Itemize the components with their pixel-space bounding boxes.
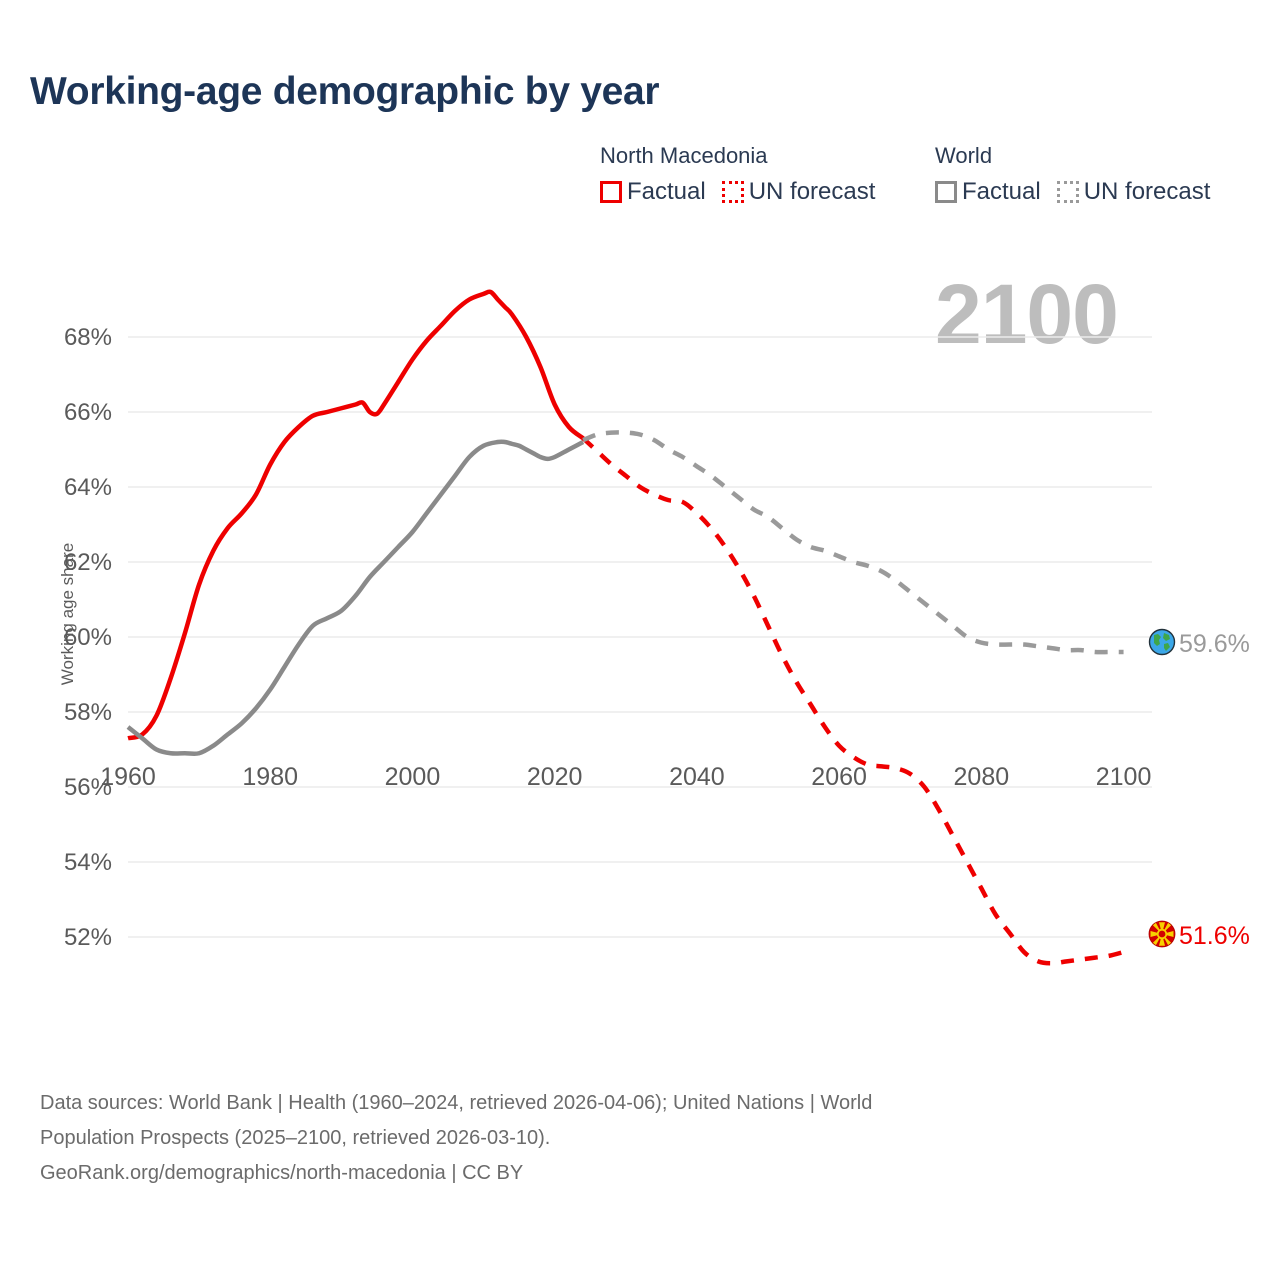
legend-swatch-solid-red-icon — [600, 181, 622, 203]
y-axis-tick-label: 56% — [64, 774, 112, 801]
y-axis-tick-labels: 52% 54% 56% 58% 60% 62% 64% 66% 68% — [64, 324, 112, 951]
page-title: Working-age demographic by year — [30, 70, 660, 113]
series-line — [127, 289, 585, 741]
legend-entry-world-factual[interactable]: Factual — [935, 178, 1041, 206]
plot-area: 52% 54% 56% 58% 60% 62% 64% 66% 68% 1960 1980 2000… — [0, 250, 1280, 1010]
footer-line-3: GeoRank.org/demographics/north-macedonia… — [40, 1162, 524, 1184]
y-axis-tick-label: 54% — [64, 849, 112, 876]
series-line — [126, 439, 585, 757]
y-axis-tick-label: 64% — [64, 474, 112, 501]
x-axis-tick-label: 2040 — [669, 763, 725, 791]
legend-entry-label: UN forecast — [1083, 178, 1211, 205]
footer-sources: Data sources: World Bank | Health (1960–… — [40, 1086, 1240, 1191]
x-axis-tick-label: 2020 — [527, 763, 583, 791]
chart-svg: 52% 54% 56% 58% 60% 62% 64% 66% 68% 1960 1980 2000… — [64, 289, 1152, 966]
y-axis-tick-label: 66% — [64, 399, 112, 426]
legend-group-title: North Macedonia — [600, 143, 768, 168]
x-axis-tick-label: 2100 — [1096, 763, 1152, 791]
x-axis-tick-label: 2060 — [811, 763, 867, 791]
legend-group-world: World Factual UN forecast — [935, 142, 1210, 206]
y-axis-tick-label: 58% — [64, 699, 112, 726]
gridlines — [128, 336, 1152, 938]
footer-line-2: Population Prospects (2025–2100, retriev… — [40, 1127, 551, 1149]
legend-entry-label: Factual — [627, 178, 706, 205]
legend-entry-label: Factual — [962, 178, 1041, 205]
year-watermark: 2100 — [935, 267, 1119, 361]
end-label-north-macedonia: 51.6% — [1148, 920, 1250, 953]
chart-legend: North Macedonia Factual UN forecast Worl… — [600, 142, 1260, 222]
y-axis-tick-label: 68% — [64, 324, 112, 351]
legend-swatch-dotted-red-icon — [721, 181, 744, 203]
end-label-value: 59.6% — [1179, 630, 1250, 658]
y-axis-title: Working age share — [58, 542, 77, 686]
legend-entry-nm-forecast[interactable]: UN forecast — [721, 178, 876, 206]
legend-swatch-solid-gray-icon — [935, 181, 957, 203]
globe-icon — [1148, 628, 1176, 661]
legend-group-title: World — [935, 143, 993, 168]
legend-entry-label: UN forecast — [748, 178, 876, 205]
x-axis-tick-label: 2000 — [385, 763, 441, 791]
legend-swatch-dotted-gray-icon — [1056, 181, 1079, 203]
north-macedonia-flag-icon — [1148, 920, 1176, 953]
x-axis-tick-label: 1980 — [242, 763, 298, 791]
legend-entry-world-forecast[interactable]: UN forecast — [1056, 178, 1211, 206]
y-axis-tick-label: 52% — [64, 924, 112, 951]
series-line — [581, 436, 1125, 966]
legend-entry-nm-factual[interactable]: Factual — [600, 178, 706, 206]
series-line — [582, 430, 1124, 655]
x-axis-tick-label: 1960 — [100, 763, 156, 791]
series-lines — [126, 289, 1125, 966]
y-axis-tick-label: 62% — [64, 549, 112, 576]
y-axis-tick-label: 60% — [64, 624, 112, 651]
x-axis-tick-labels: 1960 1980 2000 2020 2040 2060 2080 2100 — [100, 763, 1151, 791]
footer-line-1: Data sources: World Bank | Health (1960–… — [40, 1092, 873, 1114]
legend-group-north-macedonia: North Macedonia Factual UN forecast — [600, 142, 875, 206]
x-axis-tick-label: 2080 — [954, 763, 1010, 791]
end-label-value: 51.6% — [1179, 922, 1250, 950]
end-label-world: 59.6% — [1148, 628, 1250, 661]
